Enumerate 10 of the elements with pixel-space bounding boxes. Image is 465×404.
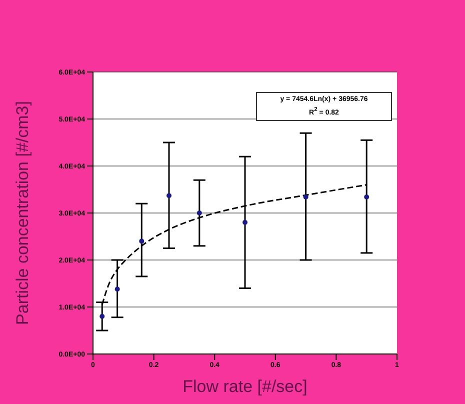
point <box>139 238 144 244</box>
y-axis-title: Particle concentration [#/cm3] <box>13 101 32 325</box>
point <box>166 193 172 198</box>
point <box>196 210 202 216</box>
point <box>242 220 248 225</box>
point <box>364 194 370 200</box>
point <box>114 286 120 292</box>
point <box>100 314 105 319</box>
point <box>303 194 308 200</box>
x-axis-title: Flow rate [#/sec] <box>182 377 308 396</box>
